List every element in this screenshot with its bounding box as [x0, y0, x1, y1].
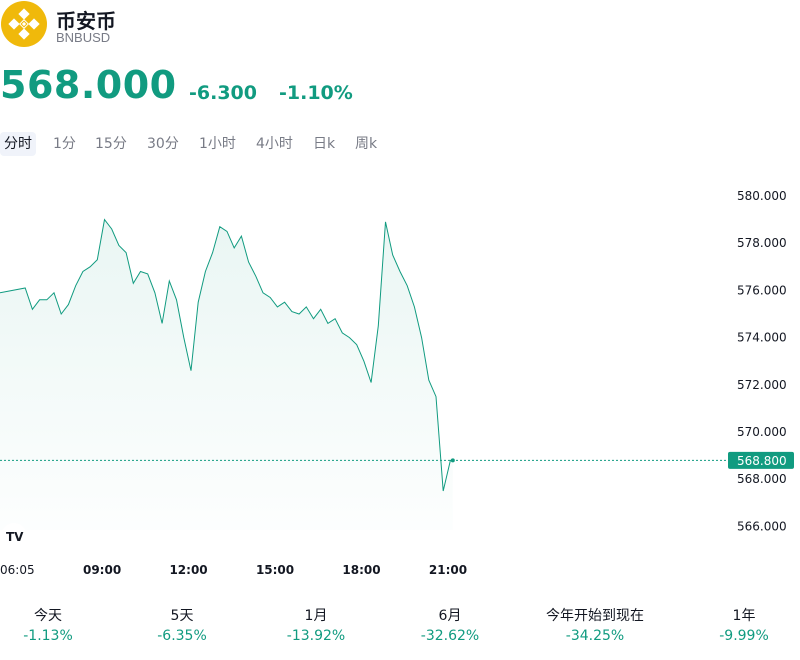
- perf-item-6m[interactable]: 6月 -32.62%: [410, 606, 490, 646]
- y-tick-label: 572.000: [737, 378, 787, 392]
- perf-label: 5天: [170, 608, 194, 624]
- perf-value: -9.99%: [719, 628, 769, 644]
- x-tick-label: 18:00: [342, 563, 380, 577]
- perf-item-ytd[interactable]: 今年开始到现在 -34.25%: [530, 606, 660, 646]
- perf-item-5d[interactable]: 5天 -6.35%: [142, 606, 222, 646]
- x-tick-label: 15:00: [256, 563, 294, 577]
- tab-4hour[interactable]: 4小时: [256, 136, 293, 152]
- price-chart[interactable]: 568.800 580.000 578.000 576.000 574.000 572.…: [0, 170, 800, 590]
- y-tick-label: 578.000: [737, 236, 787, 250]
- perf-value: -6.35%: [157, 628, 207, 644]
- perf-value: -34.25%: [565, 628, 625, 644]
- tab-daily[interactable]: 日k: [313, 136, 336, 152]
- binance-coin-logo-icon: [1, 1, 47, 47]
- current-price-label: 568.800: [737, 454, 787, 468]
- y-tick-label: 566.000: [737, 519, 787, 533]
- price-area-fill: [0, 219, 453, 530]
- svg-text:TV: TV: [6, 530, 24, 544]
- x-tick-label: 12:00: [169, 563, 207, 577]
- y-tick-label: 568.000: [737, 472, 787, 486]
- asset-name: 币安币: [56, 9, 116, 33]
- y-tick-label: 580.000: [737, 189, 787, 203]
- perf-item-1m[interactable]: 1月 -13.92%: [276, 606, 356, 646]
- current-price-dot: [450, 458, 455, 463]
- x-tick-label: 21:00: [429, 563, 467, 577]
- perf-label: 今年开始到现在: [546, 608, 644, 624]
- tab-1min[interactable]: 1分: [53, 136, 76, 152]
- perf-item-today[interactable]: 今天 -1.13%: [8, 606, 88, 646]
- last-price: 568.000: [0, 63, 177, 107]
- y-tick-label: 574.000: [737, 331, 787, 345]
- header: 币安币 BNBUSD: [0, 0, 800, 60]
- y-axis: 580.000 578.000 576.000 574.000 572.000 570.0…: [737, 189, 787, 533]
- perf-label: 1月: [304, 608, 328, 624]
- performance-row: 今天 -1.13% 5天 -6.35% 1月 -13.92% 6月 -32.62…: [0, 606, 800, 660]
- perf-label: 1年: [732, 608, 756, 624]
- tab-intraday[interactable]: 分时: [0, 132, 36, 156]
- perf-value: -13.92%: [286, 628, 346, 644]
- price-change-percent: -1.10%: [279, 82, 353, 104]
- tab-15min[interactable]: 15分: [95, 136, 127, 152]
- x-axis: 06:05 09:00 12:00 15:00 18:00 21:00: [0, 563, 467, 577]
- tradingview-logo-icon: TV: [1, 523, 27, 549]
- current-price-box: [728, 451, 794, 469]
- perf-label: 6月: [438, 608, 462, 624]
- perf-label: 今天: [34, 608, 62, 624]
- perf-value: -1.13%: [23, 628, 73, 644]
- tab-30min[interactable]: 30分: [147, 136, 179, 152]
- perf-value: -32.62%: [420, 628, 480, 644]
- tab-1hour[interactable]: 1小时: [199, 136, 236, 152]
- y-tick-label: 570.000: [737, 425, 787, 439]
- x-tick-label: 06:05: [0, 563, 35, 577]
- perf-item-1y[interactable]: 1年 -9.99%: [704, 606, 784, 646]
- price-line: [0, 218, 453, 492]
- asset-ticker: BNBUSD: [56, 30, 111, 45]
- tab-weekly[interactable]: 周k: [355, 136, 378, 152]
- y-tick-label: 576.000: [737, 283, 787, 297]
- price-change: -6.300: [189, 82, 257, 104]
- x-tick-label: 09:00: [83, 563, 121, 577]
